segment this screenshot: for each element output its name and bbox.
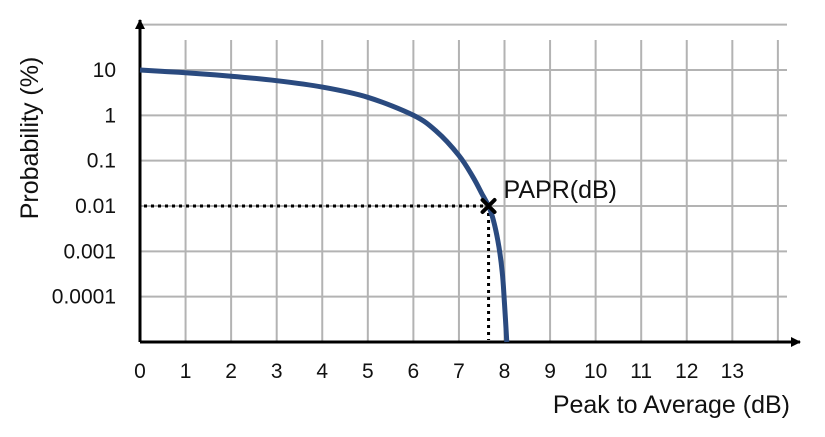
y-axis-title: Probability (%) (16, 57, 44, 220)
papr-marker (480, 198, 497, 214)
x-tick-label: 11 (630, 360, 652, 383)
x-tick-label: 0 (134, 360, 146, 383)
papr-guide-lines (144, 204, 491, 340)
series (139, 67, 510, 343)
x-tick-label: 10 (584, 360, 607, 383)
y-tick-label: 0.1 (87, 150, 116, 173)
axes (135, 19, 801, 347)
x-tick-label: 8 (499, 360, 511, 383)
grid (140, 23, 787, 342)
x-axis-title: Peak to Average (dB) (553, 391, 790, 419)
x-tick-label: 6 (408, 360, 420, 383)
x-tick-label: 2 (225, 360, 237, 383)
y-tick-label: 0.0001 (52, 286, 116, 309)
x-tick-label: 1 (180, 360, 192, 383)
papr-annotation-label: PAPR(dB) (504, 176, 617, 204)
y-tick-label: 0.001 (63, 240, 116, 263)
ccdf-curve (139, 67, 510, 343)
x-tick-label: 3 (271, 360, 283, 383)
annotations: PAPR(dB) (480, 176, 617, 214)
x-tick-label: 4 (316, 360, 328, 383)
y-tick-label: 1 (104, 104, 116, 127)
x-tick-label: 7 (453, 360, 465, 383)
x-tick-label: 13 (721, 360, 744, 383)
y-tick-label: 0.01 (75, 195, 116, 218)
y-tick-label: 10 (93, 59, 116, 82)
x-tick-label: 5 (362, 360, 374, 383)
x-tick-label: 12 (675, 360, 698, 383)
x-tick-label: 9 (544, 360, 556, 383)
